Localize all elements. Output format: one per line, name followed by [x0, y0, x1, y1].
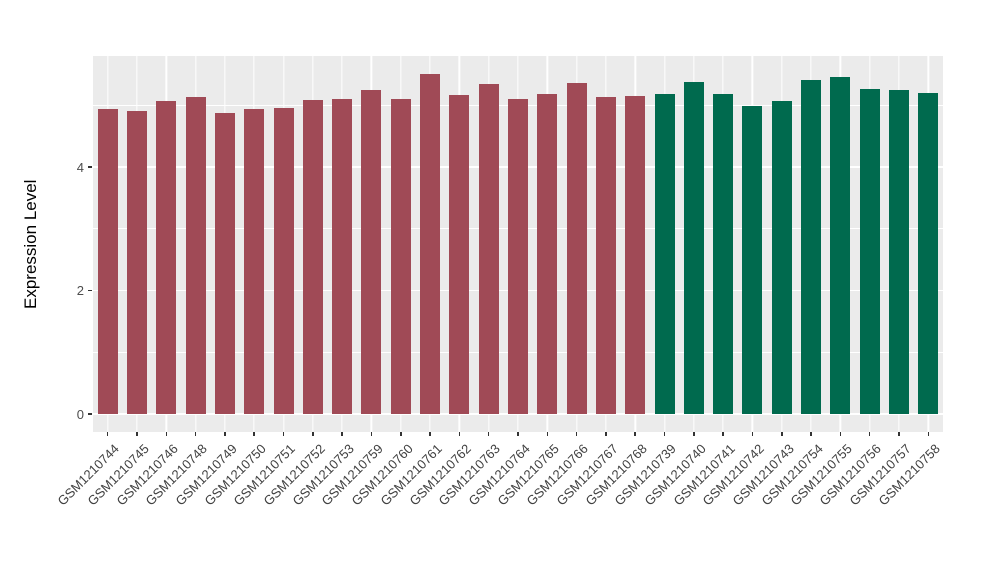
x-tick-mark: [634, 432, 636, 436]
bar-slot: [738, 56, 767, 432]
bar-slot: [357, 56, 386, 432]
bar-GSM1210743: [771, 100, 792, 414]
x-tick-mark: [517, 432, 519, 436]
bar-GSM1210755: [830, 77, 851, 414]
bar-slot: [591, 56, 620, 432]
bar-GSM1210766: [566, 83, 587, 414]
bar-slot: [474, 56, 503, 432]
bar-GSM1210768: [625, 96, 646, 414]
bar-slot: [796, 56, 825, 432]
bar-GSM1210746: [156, 100, 177, 414]
x-tick-mark: [370, 432, 373, 436]
bar-GSM1210761: [420, 73, 441, 414]
x-tick-mark: [927, 432, 930, 436]
bar-GSM1210756: [859, 89, 880, 414]
bar-GSM1210753: [332, 99, 353, 414]
bar-slot: [503, 56, 532, 432]
bar-slot: [533, 56, 562, 432]
bar-slot: [709, 56, 738, 432]
y-tick-mark: [88, 413, 92, 415]
x-tick-mark: [341, 432, 343, 436]
bar-GSM1210764: [507, 99, 528, 414]
bar-slot: [767, 56, 796, 432]
x-tick-mark: [810, 432, 812, 436]
x-tick-mark: [136, 432, 138, 436]
x-tick-mark: [839, 432, 842, 436]
x-tick-mark: [282, 432, 285, 436]
bar-GSM1210745: [126, 111, 147, 414]
bar-slot: [269, 56, 298, 432]
bar-GSM1210739: [654, 94, 675, 414]
bar-GSM1210750: [244, 108, 265, 414]
bar-GSM1210748: [185, 97, 206, 414]
bar-slot: [240, 56, 269, 432]
bar-slot: [884, 56, 913, 432]
bar-slot: [210, 56, 239, 432]
x-tick-mark: [194, 432, 197, 436]
x-tick-mark: [429, 432, 431, 436]
bar-slot: [93, 56, 122, 432]
x-tick-mark: [722, 432, 724, 436]
x-tick-mark: [458, 432, 461, 436]
y-tick-label: 0: [76, 406, 84, 422]
x-tick-mark: [487, 432, 490, 436]
x-tick-mark: [312, 432, 314, 436]
bar-GSM1210757: [889, 90, 910, 414]
bar-GSM1210760: [390, 99, 411, 414]
bar-GSM1210740: [683, 82, 704, 414]
bar-slot: [327, 56, 356, 432]
x-tick-mark: [605, 432, 607, 436]
bar-slot: [445, 56, 474, 432]
x-tick-mark: [546, 432, 549, 436]
bar-slot: [621, 56, 650, 432]
y-tick-label: 2: [76, 283, 84, 298]
bar-GSM1210759: [361, 90, 382, 414]
x-tick-mark: [663, 432, 666, 436]
x-tick-mark: [400, 432, 402, 436]
bar-GSM1210765: [537, 93, 558, 414]
bar-GSM1210751: [273, 108, 294, 414]
bar-slot: [415, 56, 444, 432]
bar-GSM1210758: [918, 92, 939, 414]
bar-slot: [298, 56, 327, 432]
bar-slot: [122, 56, 151, 432]
bar-GSM1210741: [713, 94, 734, 414]
bar-GSM1210744: [97, 108, 118, 414]
bar-slot: [914, 56, 943, 432]
bar-slot: [152, 56, 181, 432]
y-tick-mark: [88, 289, 92, 292]
x-tick-mark: [253, 432, 255, 436]
bar-GSM1210763: [478, 83, 499, 414]
x-tick-mark: [693, 432, 695, 436]
bar-GSM1210752: [302, 100, 323, 414]
y-tick-label: 4: [76, 159, 84, 175]
bar-slot: [181, 56, 210, 432]
x-tick-mark: [751, 432, 754, 436]
y-tick-mark: [88, 166, 92, 168]
x-tick-mark: [106, 432, 109, 436]
x-tick-mark: [224, 432, 226, 436]
x-tick-mark: [575, 432, 578, 436]
bar-slot: [826, 56, 855, 432]
bar-GSM1210749: [214, 112, 235, 414]
y-axis-title: Expression Level: [21, 179, 40, 309]
bar-slot: [679, 56, 708, 432]
bar-slot: [650, 56, 679, 432]
plot-panel: [93, 56, 943, 432]
x-tick-mark: [868, 432, 871, 436]
bar-slot: [855, 56, 884, 432]
x-tick-mark: [781, 432, 783, 436]
bar-GSM1210742: [742, 105, 763, 414]
bar-slot: [562, 56, 591, 432]
bar-slot: [386, 56, 415, 432]
x-tick-mark: [898, 432, 900, 436]
bar-GSM1210754: [801, 79, 822, 414]
bar-GSM1210767: [595, 97, 616, 414]
x-tick-mark: [165, 432, 168, 436]
bar-GSM1210762: [449, 95, 470, 414]
